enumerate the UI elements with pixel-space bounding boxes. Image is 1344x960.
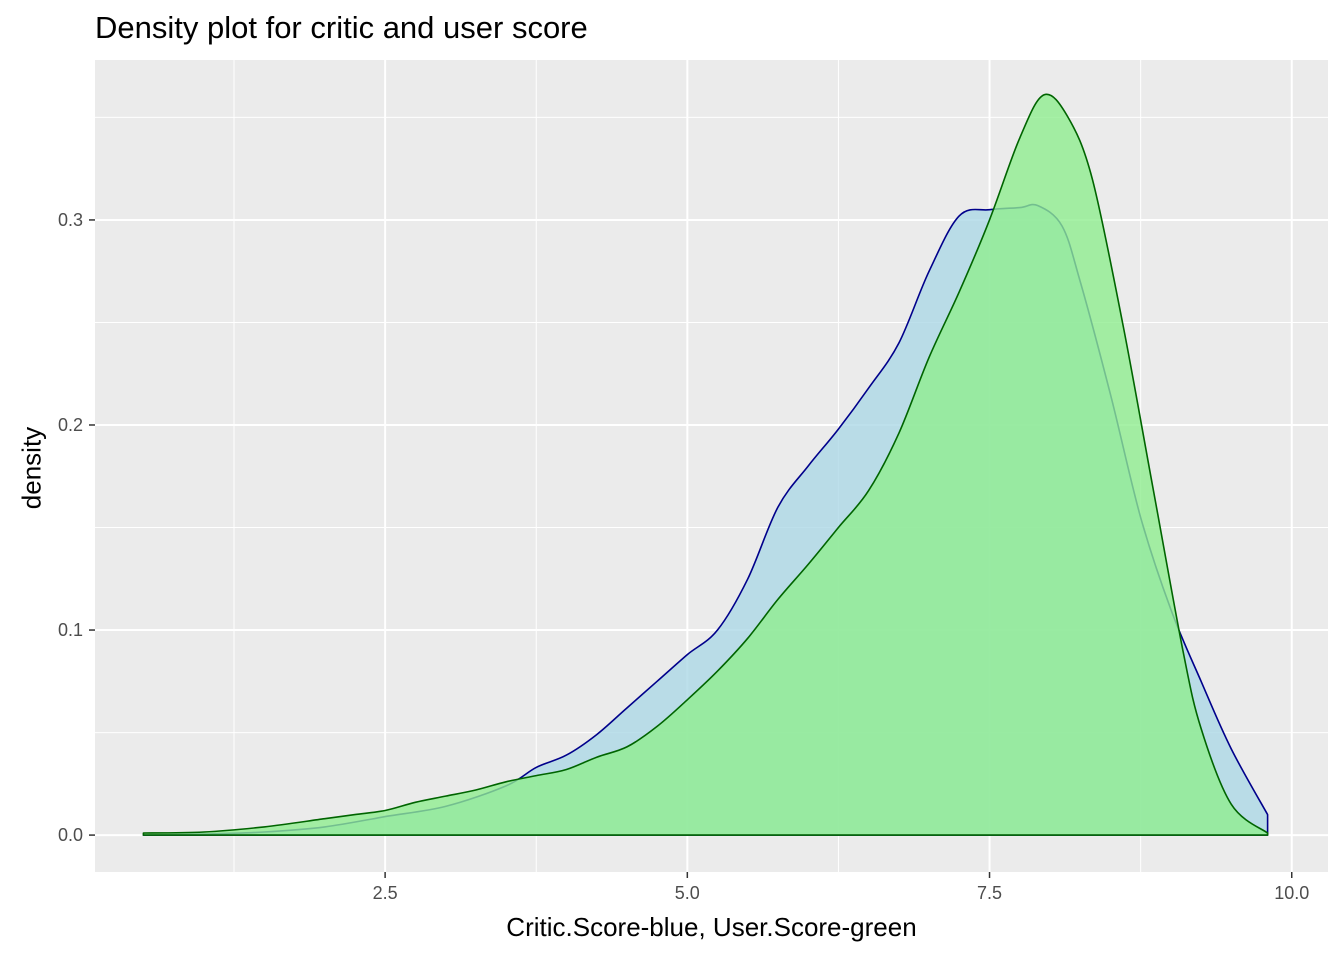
x-tick-label-1: 5.0 <box>675 883 700 903</box>
x-tick-label-2: 7.5 <box>977 883 1002 903</box>
y-axis-label: density <box>16 426 47 510</box>
y-tick-label-1: 0.1 <box>58 620 83 640</box>
y-tick-label-3: 0.3 <box>58 210 83 230</box>
x-tick-label-3: 10.0 <box>1274 883 1309 903</box>
x-tick-label-0: 2.5 <box>373 883 398 903</box>
chart-title: Density plot for critic and user score <box>95 10 588 45</box>
y-tick-label-0: 0.0 <box>58 825 83 845</box>
user-score-density <box>142 93 1269 836</box>
x-axis-label: Critic.Score-blue, User.Score-green <box>506 912 917 942</box>
y-tick-label-2: 0.2 <box>58 415 83 435</box>
